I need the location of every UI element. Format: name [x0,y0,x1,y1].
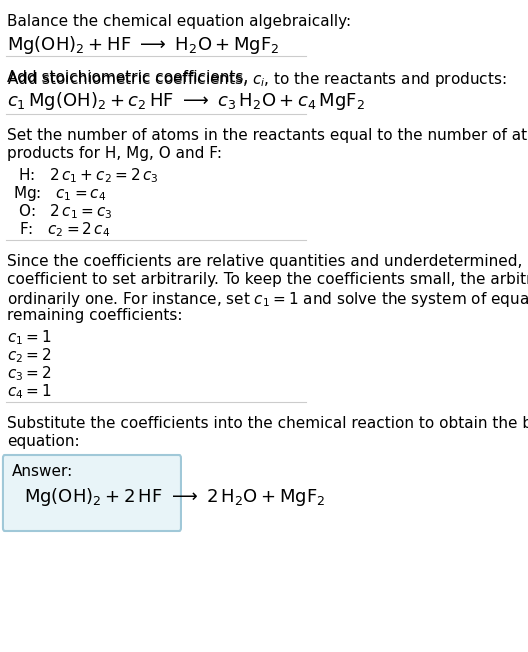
Text: remaining coefficients:: remaining coefficients: [7,308,183,323]
Text: $c_4 = 1$: $c_4 = 1$ [7,382,52,401]
FancyBboxPatch shape [3,455,181,531]
Text: Substitute the coefficients into the chemical reaction to obtain the balanced: Substitute the coefficients into the che… [7,416,528,431]
Text: Set the number of atoms in the reactants equal to the number of atoms in the: Set the number of atoms in the reactants… [7,128,528,143]
Text: Answer:: Answer: [12,464,73,479]
Text: Add stoichiometric coefficients, $c_i$, to the reactants and products:: Add stoichiometric coefficients, $c_i$, … [7,70,507,89]
Text: O:   $2\,c_1 = c_3$: O: $2\,c_1 = c_3$ [18,202,112,220]
Text: equation:: equation: [7,434,80,449]
Text: Balance the chemical equation algebraically:: Balance the chemical equation algebraica… [7,14,351,29]
Text: $c_3 = 2$: $c_3 = 2$ [7,364,52,383]
Text: $\mathrm{Mg(OH)_2 + HF \ {\longrightarrow} \ H_2O + MgF_2}$: $\mathrm{Mg(OH)_2 + HF \ {\longrightarro… [7,34,280,56]
Text: Add stoichiometric coefficients,: Add stoichiometric coefficients, [7,70,253,85]
Text: $c_1\,\mathrm{Mg(OH)_2} + c_2\,\mathrm{HF \ {\longrightarrow} \ } c_3\,\mathrm{H: $c_1\,\mathrm{Mg(OH)_2} + c_2\,\mathrm{H… [7,90,365,112]
Text: coefficient to set arbitrarily. To keep the coefficients small, the arbitrary va: coefficient to set arbitrarily. To keep … [7,272,528,287]
Text: Mg:   $c_1 = c_4$: Mg: $c_1 = c_4$ [13,184,106,203]
Text: ordinarily one. For instance, set $c_1 = 1$ and solve the system of equations fo: ordinarily one. For instance, set $c_1 =… [7,290,528,309]
Text: Since the coefficients are relative quantities and underdetermined, choose a: Since the coefficients are relative quan… [7,254,528,269]
Text: $c_2 = 2$: $c_2 = 2$ [7,346,52,364]
Text: H:   $2\,c_1 + c_2 = 2\,c_3$: H: $2\,c_1 + c_2 = 2\,c_3$ [18,166,158,185]
Text: products for H, Mg, O and F:: products for H, Mg, O and F: [7,146,222,161]
Text: $c_1 = 1$: $c_1 = 1$ [7,328,52,347]
Text: $\mathrm{Mg(OH)_2 + 2\,HF \ {\longrightarrow} \ 2\,H_2O + MgF_2}$: $\mathrm{Mg(OH)_2 + 2\,HF \ {\longrighta… [24,486,325,508]
Text: F:   $c_2 = 2\,c_4$: F: $c_2 = 2\,c_4$ [19,220,110,239]
